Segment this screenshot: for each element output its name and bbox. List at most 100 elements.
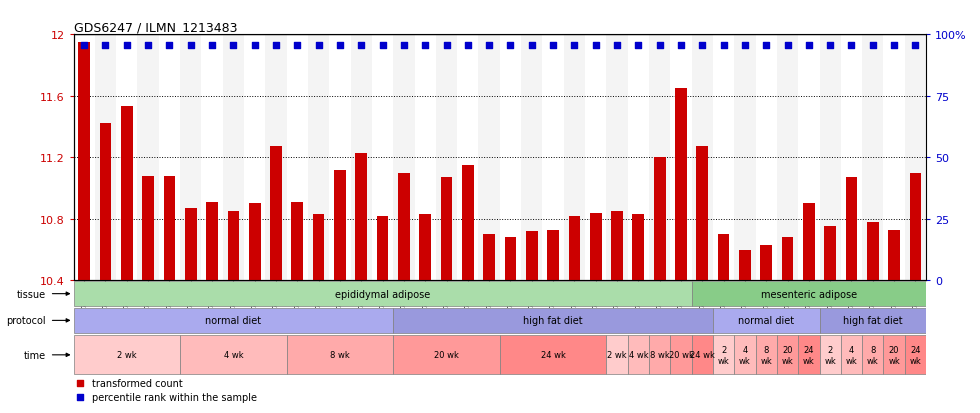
Bar xyxy=(841,35,862,280)
Text: 2 wk: 2 wk xyxy=(117,351,136,359)
Point xyxy=(759,43,774,49)
Text: 4 wk: 4 wk xyxy=(628,351,648,359)
Point xyxy=(503,43,518,49)
Point xyxy=(204,43,220,49)
Bar xyxy=(393,35,415,280)
Point xyxy=(311,43,326,49)
Point xyxy=(289,43,305,49)
Text: transformed count: transformed count xyxy=(92,378,183,389)
Bar xyxy=(78,43,90,280)
Bar xyxy=(201,35,222,280)
Bar xyxy=(308,35,329,280)
Bar xyxy=(632,215,644,280)
Point xyxy=(119,43,134,49)
Point xyxy=(865,43,881,49)
Bar xyxy=(286,336,393,374)
Bar xyxy=(824,227,836,280)
Point xyxy=(886,43,902,49)
Text: 4 wk: 4 wk xyxy=(223,351,243,359)
Bar xyxy=(841,336,862,374)
Point xyxy=(183,43,199,49)
Text: normal diet: normal diet xyxy=(205,316,262,325)
Bar xyxy=(819,309,926,333)
Point xyxy=(417,43,433,49)
Bar xyxy=(393,309,712,333)
Bar xyxy=(884,35,905,280)
Bar xyxy=(734,336,756,374)
Bar xyxy=(547,230,559,280)
Point xyxy=(98,43,114,49)
Point xyxy=(715,43,731,49)
Bar xyxy=(180,336,286,374)
Text: 2 wk: 2 wk xyxy=(608,351,627,359)
Bar xyxy=(526,232,538,280)
Bar xyxy=(627,35,649,280)
Point xyxy=(396,43,412,49)
Bar xyxy=(909,173,921,280)
Text: 24 wk: 24 wk xyxy=(690,351,714,359)
Bar xyxy=(798,35,819,280)
Point xyxy=(439,43,455,49)
Bar xyxy=(612,211,623,280)
Bar xyxy=(95,35,116,280)
Bar xyxy=(244,35,266,280)
Bar xyxy=(862,35,884,280)
Bar xyxy=(116,35,137,280)
Text: 20
wk: 20 wk xyxy=(782,345,794,365)
Bar xyxy=(884,336,905,374)
Text: high fat diet: high fat diet xyxy=(843,316,903,325)
Bar xyxy=(371,35,393,280)
Bar xyxy=(712,336,734,374)
Bar xyxy=(692,336,713,374)
Bar xyxy=(803,204,814,280)
Bar xyxy=(521,35,543,280)
Bar xyxy=(607,336,628,374)
Text: protocol: protocol xyxy=(7,316,46,325)
Bar xyxy=(590,213,602,280)
Bar xyxy=(905,336,926,374)
Point xyxy=(907,43,923,49)
Text: 8
wk: 8 wk xyxy=(760,345,772,365)
Bar xyxy=(670,336,692,374)
Bar xyxy=(564,35,585,280)
Bar xyxy=(249,204,261,280)
Point xyxy=(588,43,604,49)
Bar xyxy=(819,336,841,374)
Text: 20 wk: 20 wk xyxy=(668,351,694,359)
Point xyxy=(780,43,796,49)
Point xyxy=(460,43,475,49)
Text: 20 wk: 20 wk xyxy=(434,351,459,359)
Bar xyxy=(607,35,628,280)
Point xyxy=(524,43,540,49)
Bar xyxy=(419,215,431,280)
Text: GDS6247 / ILMN_1213483: GDS6247 / ILMN_1213483 xyxy=(74,21,237,34)
Bar xyxy=(867,222,879,280)
Text: high fat diet: high fat diet xyxy=(523,316,583,325)
Text: 4
wk: 4 wk xyxy=(846,345,858,365)
Bar xyxy=(137,35,159,280)
Text: 8
wk: 8 wk xyxy=(867,345,879,365)
Bar xyxy=(756,35,777,280)
Point xyxy=(652,43,667,49)
Bar xyxy=(734,35,756,280)
Text: 24 wk: 24 wk xyxy=(541,351,565,359)
Text: 24
wk: 24 wk xyxy=(803,345,814,365)
Bar xyxy=(692,35,713,280)
Bar xyxy=(457,35,478,280)
Bar xyxy=(291,202,303,280)
Bar xyxy=(329,35,351,280)
Bar xyxy=(334,170,346,280)
Bar xyxy=(649,35,670,280)
Bar xyxy=(436,35,457,280)
Point xyxy=(332,43,348,49)
Bar xyxy=(712,35,734,280)
Bar xyxy=(313,215,324,280)
Bar xyxy=(74,35,95,280)
Point xyxy=(566,43,582,49)
Bar xyxy=(74,336,180,374)
Point xyxy=(73,380,88,387)
Text: 8 wk: 8 wk xyxy=(330,351,350,359)
Bar xyxy=(819,35,841,280)
Point xyxy=(247,43,263,49)
Bar xyxy=(505,237,516,280)
